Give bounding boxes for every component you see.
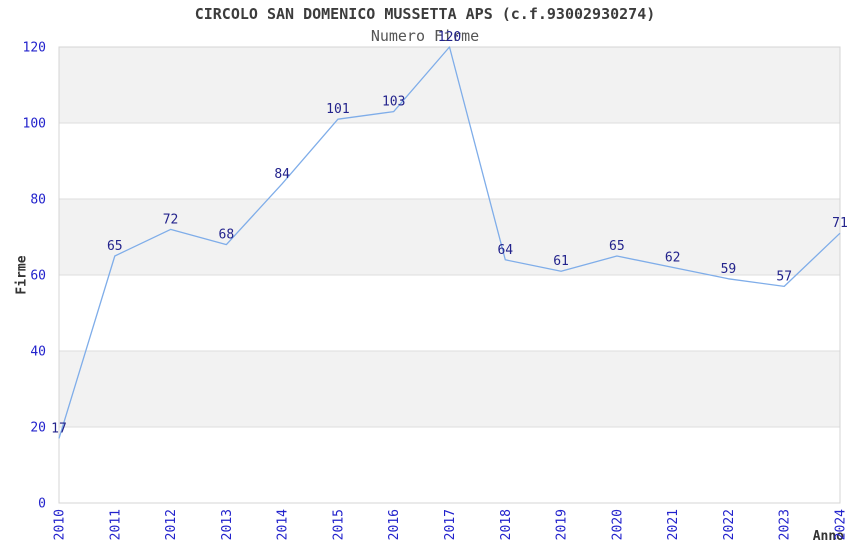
- x-tick-label: 2011: [108, 509, 123, 540]
- point-value-label: 57: [776, 269, 792, 284]
- plot-band: [59, 351, 840, 427]
- x-tick-label: 2016: [387, 509, 402, 540]
- x-tick-label: 2020: [610, 509, 625, 540]
- point-value-label: 59: [721, 262, 737, 277]
- x-tick-label: 2022: [722, 509, 737, 540]
- chart-title: CIRCOLO SAN DOMENICO MUSSETTA APS (c.f.9…: [194, 5, 656, 23]
- point-value-label: 103: [382, 95, 405, 110]
- y-tick-label: 60: [30, 269, 46, 284]
- point-value-label: 101: [326, 102, 349, 117]
- point-value-label: 72: [163, 212, 179, 227]
- point-value-label: 17: [51, 421, 67, 436]
- plot-band: [59, 47, 840, 123]
- point-value-label: 65: [609, 239, 625, 254]
- point-value-label: 68: [219, 228, 235, 243]
- x-tick-label: 2018: [499, 509, 514, 540]
- x-tick-label: 2010: [53, 509, 68, 540]
- x-tick-label: 2019: [555, 509, 570, 540]
- x-axis-title: Anno: [812, 529, 844, 544]
- point-value-label: 62: [665, 250, 681, 265]
- x-tick-label: 2021: [666, 509, 681, 540]
- y-tick-label: 100: [23, 117, 46, 132]
- point-value-label: 120: [438, 30, 461, 45]
- y-tick-label: 80: [30, 193, 46, 208]
- x-tick-label: 2017: [443, 509, 458, 540]
- point-value-label: 71: [832, 216, 848, 231]
- point-value-label: 84: [274, 167, 290, 182]
- y-tick-label: 20: [30, 421, 46, 436]
- x-tick-label: 2024: [834, 509, 849, 540]
- y-tick-label: 40: [30, 345, 46, 360]
- chart-subtitle: Numero Firme: [370, 27, 480, 45]
- x-tick-label: 2023: [778, 509, 793, 540]
- x-tick-label: 2012: [164, 509, 179, 540]
- point-value-label: 61: [553, 254, 569, 269]
- x-tick-label: 2014: [276, 509, 291, 540]
- y-tick-label: 0: [38, 497, 46, 512]
- y-tick-label: 120: [23, 41, 46, 56]
- x-tick-label: 2015: [331, 509, 346, 540]
- plot-band: [59, 199, 840, 275]
- x-tick-label: 2013: [220, 509, 235, 540]
- series-line: [58, 46, 841, 439]
- point-value-label: 65: [107, 239, 123, 254]
- point-value-label: 64: [497, 243, 513, 258]
